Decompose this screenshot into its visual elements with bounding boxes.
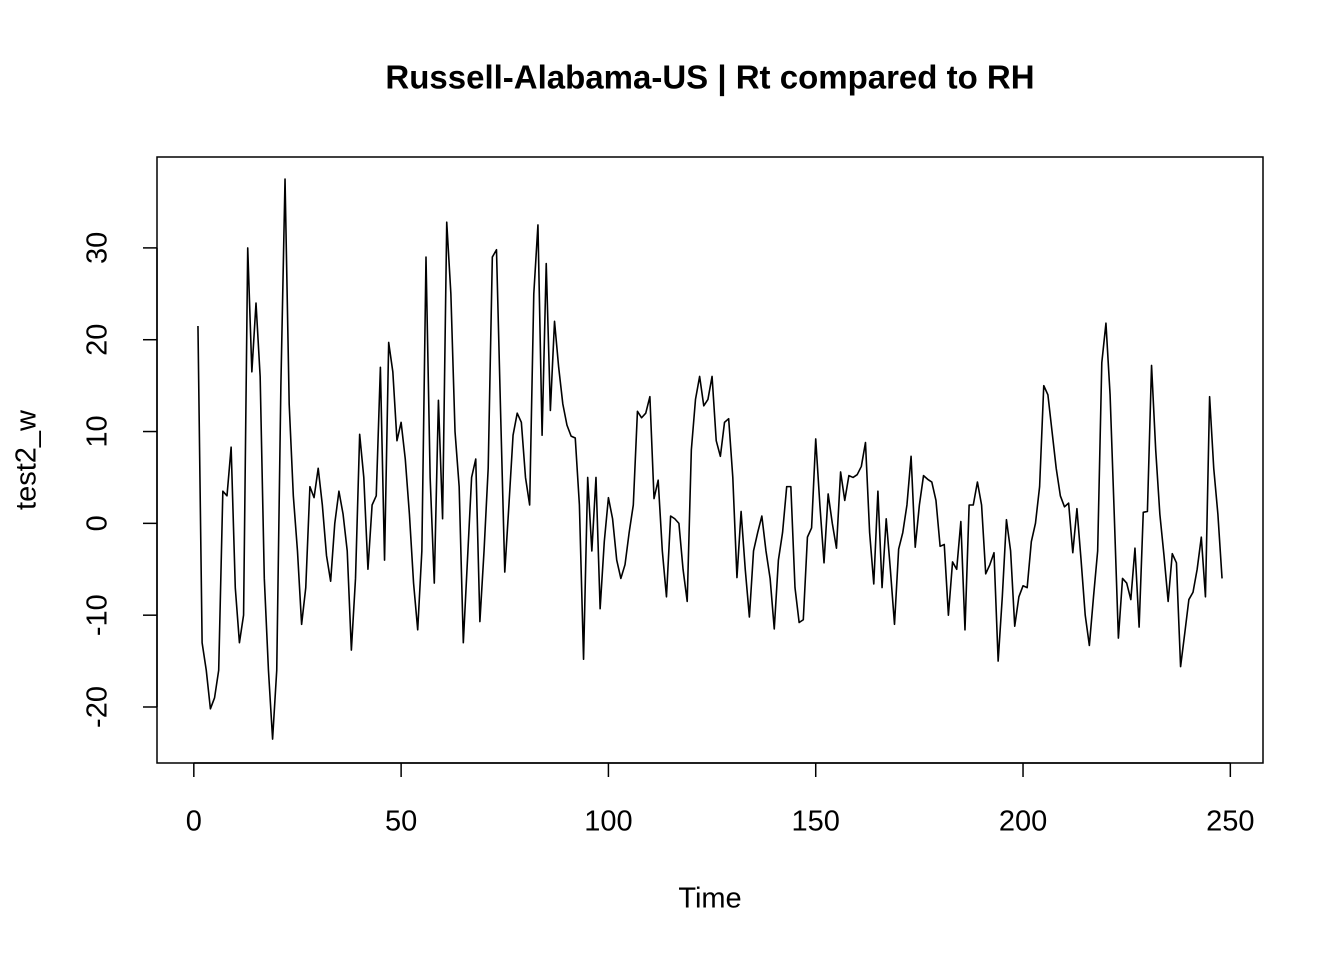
y-tick-label: 30 (82, 232, 114, 264)
x-tick-label: 200 (999, 806, 1047, 838)
y-tick-label: 0 (82, 515, 114, 531)
chart-title: Russell-Alabama-US | Rt compared to RH (385, 59, 1034, 96)
data-line (197, 178, 1223, 740)
x-axis-label: Time (678, 883, 741, 915)
plot-frame (156, 156, 1264, 764)
x-tick-label: 100 (584, 806, 632, 838)
y-tick-label: 10 (82, 415, 114, 447)
x-tick-label: 50 (385, 806, 417, 838)
y-axis-label: test2_w (11, 409, 43, 510)
x-tick-label: 250 (1206, 806, 1254, 838)
x-tick-label: 150 (792, 806, 840, 838)
y-tick-label: 20 (82, 324, 114, 356)
y-tick-label: -10 (82, 594, 114, 636)
x-tick-label: 0 (186, 806, 202, 838)
y-tick-label: -20 (82, 686, 114, 728)
